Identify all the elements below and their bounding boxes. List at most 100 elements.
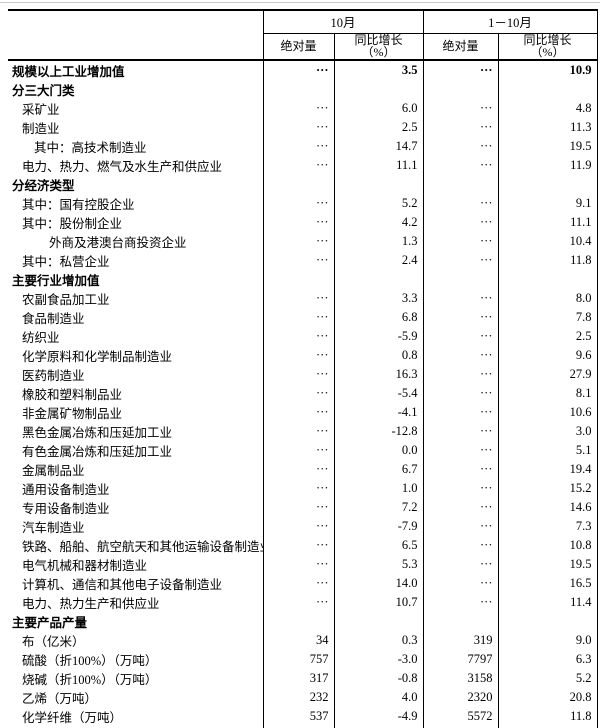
cell-yoy-growth-jan-oct: 5.1 (497, 440, 598, 460)
table-row: 纺织业 ··· -5.9 ··· 2.5 (8, 326, 598, 346)
cell-yoy-growth-oct: 0.0 (333, 440, 424, 460)
cell-yoy-growth-jan-oct: 16.5 (497, 573, 598, 593)
cell-yoy-growth-jan-oct: 8.1 (497, 383, 598, 403)
cell-yoy-growth-oct: 6.7 (333, 459, 424, 479)
row-label: 分三大门类 (8, 79, 264, 99)
cell-absolute-jan-oct: ··· (422, 345, 499, 365)
cell-absolute-jan-oct: ··· (422, 136, 499, 156)
cell-yoy-growth-oct: 1.3 (333, 231, 424, 251)
row-label: 金属制品业 (8, 459, 264, 479)
cell-yoy-growth-jan-oct: 11.1 (497, 212, 598, 232)
table-row: 规模以上工业增加值 ··· 3.5 ··· 10.9 (8, 59, 598, 80)
cell-absolute-oct: ··· (262, 59, 334, 80)
cell-yoy-growth-oct: 5.3 (333, 554, 424, 574)
cell-yoy-growth-oct: 10.7 (333, 592, 424, 612)
cell-yoy-growth-jan-oct: 7.3 (497, 516, 598, 536)
row-label: 电力、热力生产和供应业 (8, 592, 264, 612)
cell-yoy-growth-oct: 14.0 (333, 573, 424, 593)
table-row: 计算机、通信和其他电子设备制造业 ··· 14.0 ··· 16.5 (8, 573, 598, 593)
cell-absolute-jan-oct: ··· (422, 440, 499, 460)
cell-absolute-oct: ··· (262, 193, 334, 213)
cell-yoy-growth-oct: -4.9 (333, 706, 424, 726)
cell-yoy-growth-jan-oct: 10.8 (497, 535, 598, 555)
cell-absolute-jan-oct: ··· (422, 383, 499, 403)
cell-yoy-growth-oct: 6.8 (333, 307, 424, 327)
industrial-output-table: 10月 1－10月 绝对量 同比增长 （%） 绝对量 同比增长 （%） 规模以上… (8, 9, 598, 728)
cell-absolute-jan-oct: ··· (422, 326, 499, 346)
cell-absolute-jan-oct: ··· (422, 459, 499, 479)
cell-yoy-growth-oct: -7.9 (333, 516, 424, 536)
subheader-yoy-growth-jan-oct: 同比增长 （%） (497, 33, 598, 61)
cell-absolute-oct (262, 79, 334, 99)
cell-absolute-jan-oct: ··· (422, 212, 499, 232)
cell-yoy-growth-jan-oct: 11.3 (497, 117, 598, 137)
table-row: 采矿业 ··· 6.0 ··· 4.8 (8, 98, 598, 118)
table-row: 电气机械和器材制造业 ··· 5.3 ··· 19.5 (8, 554, 598, 574)
row-label: 电力、热力、燃气及水生产和供应业 (8, 155, 264, 175)
row-label: 橡胶和塑料制品业 (8, 383, 264, 403)
cell-yoy-growth-jan-oct: 2.5 (497, 326, 598, 346)
row-label: 乙烯（万吨） (8, 687, 264, 707)
cell-absolute-oct: 317 (262, 668, 334, 688)
cell-yoy-growth-jan-oct (497, 79, 598, 99)
row-label: 非金属矿物制品业 (8, 402, 264, 422)
cell-absolute-jan-oct: 2320 (422, 687, 499, 707)
cell-yoy-growth-jan-oct: 20.8 (497, 687, 598, 707)
cell-yoy-growth-oct: 14.7 (333, 136, 424, 156)
table-row: 化学原料和化学制品制造业 ··· 0.8 ··· 9.6 (8, 345, 598, 365)
table-row: 其中：私营企业 ··· 2.4 ··· 11.8 (8, 250, 598, 270)
cell-yoy-growth-jan-oct: 8.0 (497, 288, 598, 308)
row-label-header (8, 10, 264, 61)
cell-absolute-jan-oct: ··· (422, 155, 499, 175)
table-row: 橡胶和塑料制品业 ··· -5.4 ··· 8.1 (8, 383, 598, 403)
cell-yoy-growth-oct: -3.0 (333, 649, 424, 669)
cell-absolute-oct: ··· (262, 345, 334, 365)
table-row: 金属制品业 ··· 6.7 ··· 19.4 (8, 459, 598, 479)
cell-absolute-oct: ··· (262, 136, 334, 156)
cell-yoy-growth-jan-oct: 10.9 (497, 59, 598, 80)
cell-yoy-growth-jan-oct: 19.5 (497, 136, 598, 156)
cell-absolute-oct: ··· (262, 117, 334, 137)
cell-yoy-growth-jan-oct: 11.4 (497, 592, 598, 612)
cell-yoy-growth-oct (333, 79, 424, 99)
cell-absolute-oct: 34 (262, 630, 334, 650)
cell-yoy-growth-jan-oct: 10.4 (497, 231, 598, 251)
cell-yoy-growth-oct: 2.5 (333, 117, 424, 137)
cell-yoy-growth-oct: 4.0 (333, 687, 424, 707)
cell-yoy-growth-oct: 6.0 (333, 98, 424, 118)
cell-yoy-growth-jan-oct: 19.4 (497, 459, 598, 479)
cell-yoy-growth-jan-oct: 11.8 (497, 250, 598, 270)
cell-absolute-jan-oct: ··· (422, 478, 499, 498)
cell-absolute-jan-oct: ··· (422, 364, 499, 384)
cell-yoy-growth-oct: 16.3 (333, 364, 424, 384)
cell-absolute-jan-oct: ··· (422, 421, 499, 441)
cell-absolute-jan-oct (422, 269, 499, 289)
table-body: 规模以上工业增加值 ··· 3.5 ··· 10.9 分三大门类 采矿业 ···… (8, 59, 598, 728)
cell-yoy-growth-jan-oct: 14.6 (497, 497, 598, 517)
cell-absolute-oct (262, 611, 334, 631)
cell-absolute-jan-oct (422, 611, 499, 631)
cell-absolute-oct: ··· (262, 535, 334, 555)
cell-yoy-growth-jan-oct: 15.2 (497, 478, 598, 498)
cell-yoy-growth-oct: 11.1 (333, 155, 424, 175)
cell-yoy-growth-jan-oct (497, 611, 598, 631)
table-row: 制造业 ··· 2.5 ··· 11.3 (8, 117, 598, 137)
cell-yoy-growth-jan-oct: 11.8 (497, 706, 598, 726)
cell-yoy-growth-jan-oct: 3.0 (497, 421, 598, 441)
cell-absolute-oct: ··· (262, 440, 334, 460)
cell-absolute-jan-oct: ··· (422, 193, 499, 213)
cell-yoy-growth-jan-oct: 4.8 (497, 98, 598, 118)
cell-yoy-growth-oct (333, 174, 424, 194)
subheader-absolute-jan-oct: 绝对量 (422, 33, 499, 61)
cell-yoy-growth-oct (333, 611, 424, 631)
row-label: 化学原料和化学制品制造业 (8, 345, 264, 365)
cell-yoy-growth-oct: 2.4 (333, 250, 424, 270)
row-label: 主要产品产量 (8, 611, 264, 631)
cell-yoy-growth-oct: 7.2 (333, 497, 424, 517)
table-row: 农副食品加工业 ··· 3.3 ··· 8.0 (8, 288, 598, 308)
row-label: 铁路、船舶、航空航天和其他运输设备制造业 (8, 535, 264, 555)
cell-absolute-oct: ··· (262, 497, 334, 517)
cell-absolute-jan-oct: 7797 (422, 649, 499, 669)
cell-absolute-jan-oct: 319 (422, 630, 499, 650)
